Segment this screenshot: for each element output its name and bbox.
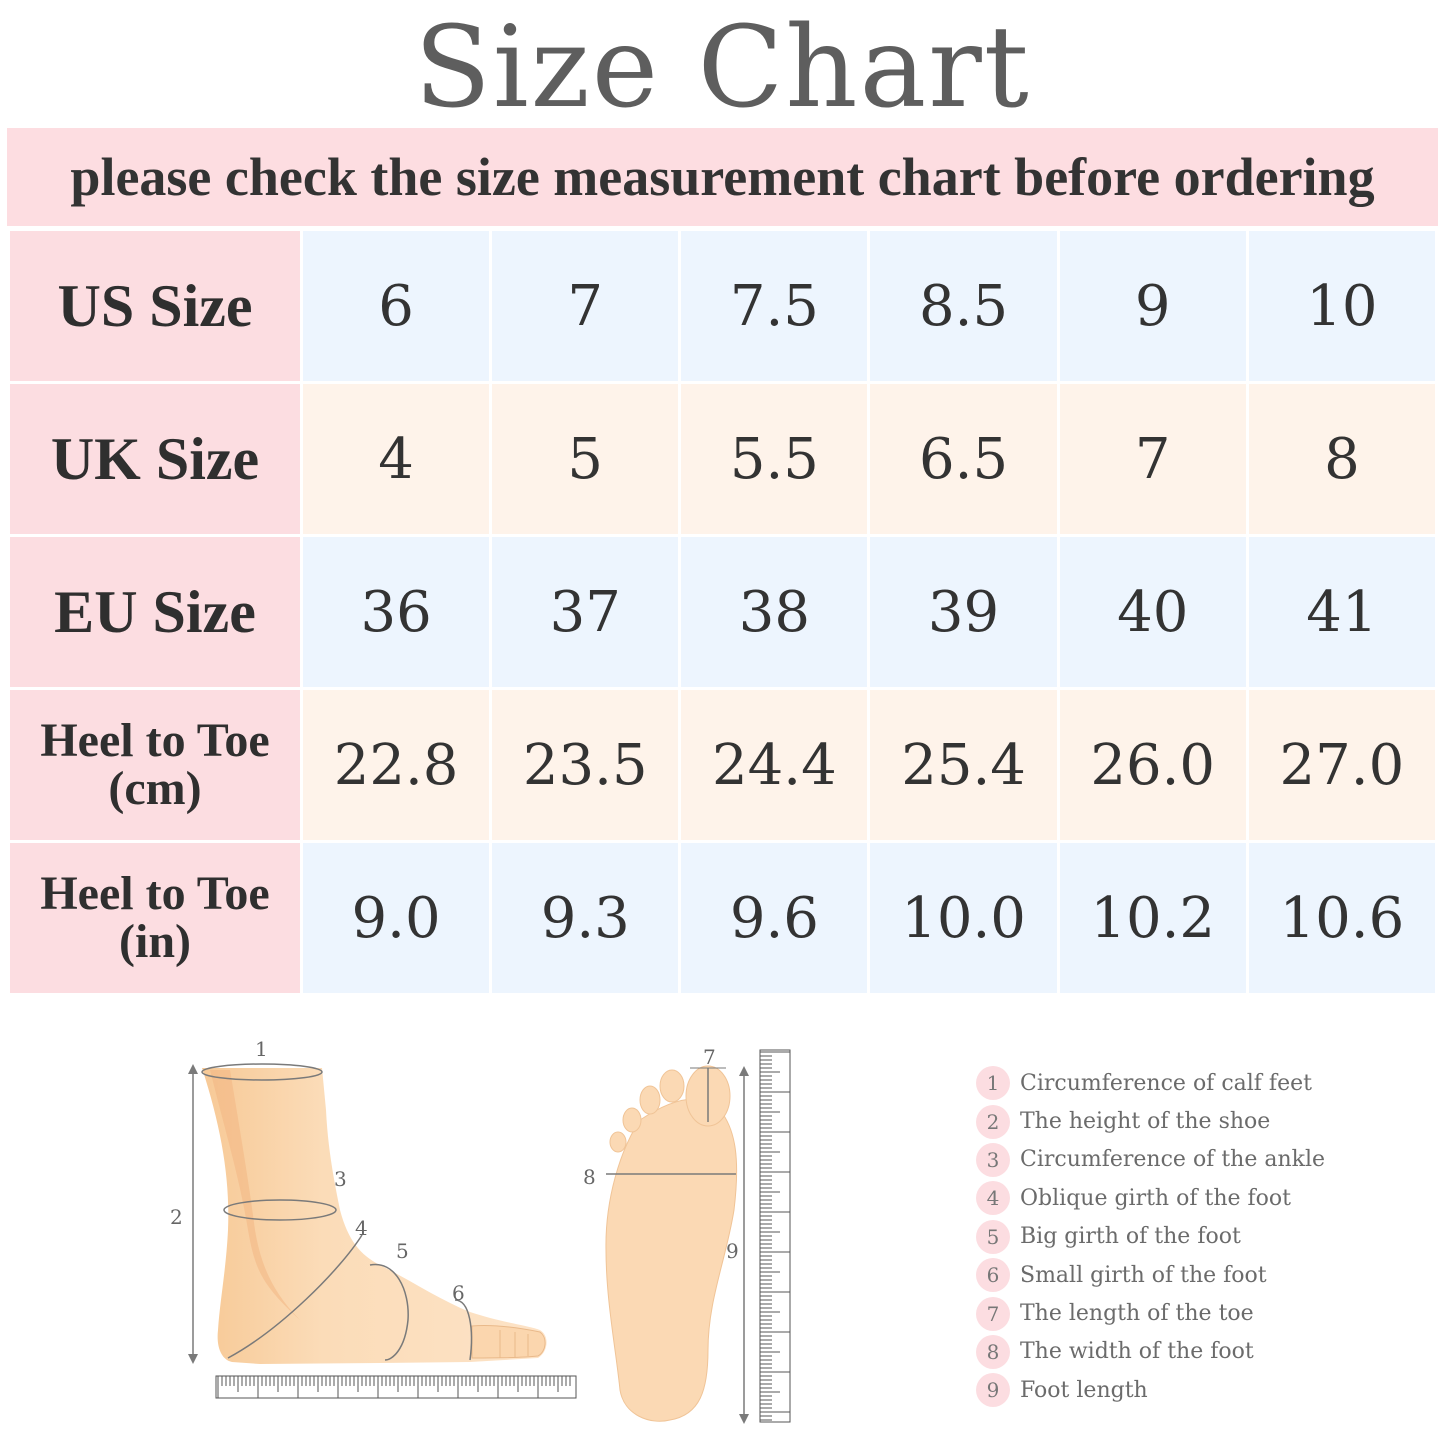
- diagram-number-9: 9: [726, 1239, 739, 1263]
- size-cell: 5: [492, 384, 679, 534]
- size-cell: 38: [681, 537, 868, 687]
- legend-label: Oblique girth of the foot: [1020, 1185, 1291, 1211]
- size-cell: 4: [303, 384, 490, 534]
- row-header: Heel to Toe (in): [10, 843, 300, 993]
- table-row: Heel to Toe (cm) 22.8 23.5 24.4 25.4 26.0 27.0: [10, 690, 1435, 840]
- legend-item: 8 The width of the foot: [976, 1333, 1436, 1371]
- legend-item: 6 Small girth of the foot: [976, 1256, 1436, 1294]
- size-cell: 10.2: [1059, 843, 1246, 993]
- table-row: Heel to Toe (in) 9.0 9.3 9.6 10.0 10.2 10.6: [10, 843, 1435, 993]
- size-cell: 23.5: [492, 690, 679, 840]
- size-cell: 39: [870, 537, 1057, 687]
- size-cell: 10.6: [1248, 843, 1435, 993]
- legend-number-badge: 8: [976, 1334, 1010, 1369]
- legend-item: 5 Big girth of the foot: [976, 1218, 1436, 1256]
- size-cell: 27.0: [1248, 690, 1435, 840]
- legend-item: 4 Oblique girth of the foot: [976, 1179, 1436, 1217]
- size-cell: 9.6: [681, 843, 868, 993]
- legend-number-badge: 4: [976, 1181, 1010, 1216]
- size-cell: 10.0: [870, 843, 1057, 993]
- table-row: EU Size 36 37 38 39 40 41: [10, 537, 1435, 687]
- diagram-number-3: 3: [334, 1167, 347, 1191]
- size-cell: 7.5: [681, 231, 868, 381]
- size-cell: 9: [1059, 231, 1246, 381]
- size-cell: 26.0: [1059, 690, 1246, 840]
- legend-item: 2 The height of the shoe: [976, 1102, 1436, 1140]
- size-cell: 9.0: [303, 843, 490, 993]
- row-header-line: (cm): [108, 762, 202, 815]
- diagram-number-7: 7: [703, 1045, 716, 1069]
- subtitle-text: please check the size measurement chart …: [70, 147, 1375, 207]
- legend-item: 7 The length of the toe: [976, 1294, 1436, 1332]
- legend-label: Foot length: [1020, 1377, 1148, 1403]
- legend-number-badge: 7: [976, 1296, 1010, 1331]
- size-cell: 5.5: [681, 384, 868, 534]
- sole-foot-icon: [605, 1049, 791, 1424]
- row-header-line: EU Size: [54, 579, 256, 645]
- foot-measurement-illustration: 1 2 3 4 5 6 7 8 9: [170, 1037, 791, 1424]
- legend-label: The length of the toe: [1020, 1301, 1254, 1327]
- legend-label: Circumference of the ankle: [1020, 1147, 1326, 1173]
- size-cell: 36: [303, 537, 490, 687]
- size-cell: 22.8: [303, 690, 490, 840]
- legend-number-badge: 9: [976, 1373, 1010, 1408]
- size-cell: 41: [1248, 537, 1435, 687]
- legend-item: 1 Circumference of calf feet: [976, 1064, 1436, 1102]
- legend-number-badge: 3: [976, 1142, 1010, 1177]
- size-cell: 25.4: [870, 690, 1057, 840]
- size-cell: 6.5: [870, 384, 1057, 534]
- diagram-number-5: 5: [396, 1239, 409, 1263]
- side-foot-icon: [188, 1063, 577, 1399]
- row-header-line: US Size: [57, 273, 253, 339]
- row-header: Heel to Toe (cm): [10, 690, 300, 840]
- legend-label: Big girth of the foot: [1020, 1224, 1241, 1250]
- legend-label: Small girth of the foot: [1020, 1262, 1267, 1288]
- diagram-number-8: 8: [583, 1165, 596, 1189]
- row-header: US Size: [10, 231, 300, 381]
- legend-number-badge: 6: [976, 1258, 1010, 1293]
- legend-label: Circumference of calf feet: [1020, 1070, 1312, 1096]
- legend-label: The width of the foot: [1020, 1339, 1254, 1365]
- page-title: Size Chart: [414, 3, 1031, 133]
- subtitle-banner: please check the size measurement chart …: [7, 128, 1438, 226]
- size-cell: 7: [492, 231, 679, 381]
- size-cell: 10: [1248, 231, 1435, 381]
- size-cell: 7: [1059, 384, 1246, 534]
- size-cell: 8.5: [870, 231, 1057, 381]
- legend-number-badge: 1: [976, 1066, 1010, 1101]
- legend-item: 9 Foot length: [976, 1371, 1436, 1409]
- legend-number-badge: 5: [976, 1219, 1010, 1254]
- diagram-number-6: 6: [452, 1281, 465, 1305]
- row-header-line: UK Size: [50, 426, 260, 492]
- size-cell: 9.3: [492, 843, 679, 993]
- row-header: EU Size: [10, 537, 300, 687]
- size-cell: 24.4: [681, 690, 868, 840]
- measurement-legend: 1 Circumference of calf feet 2 The height o…: [976, 1064, 1436, 1410]
- size-cell: 37: [492, 537, 679, 687]
- row-header-line: Heel to Toe: [40, 867, 270, 920]
- table-row: US Size 6 7 7.5 8.5 9 10: [10, 231, 1435, 381]
- legend-item: 3 Circumference of the ankle: [976, 1141, 1436, 1179]
- diagram-number-2: 2: [170, 1205, 183, 1229]
- diagram-number-1: 1: [255, 1037, 268, 1061]
- row-header: UK Size: [10, 384, 300, 534]
- legend-label: The height of the shoe: [1020, 1109, 1271, 1135]
- size-cell: 6: [303, 231, 490, 381]
- table-row: UK Size 4 5 5.5 6.5 7 8: [10, 384, 1435, 534]
- row-header-line: (in): [119, 915, 191, 968]
- legend-number-badge: 2: [976, 1104, 1010, 1139]
- size-cell: 8: [1248, 384, 1435, 534]
- diagram-number-4: 4: [355, 1216, 368, 1240]
- size-table: US Size 6 7 7.5 8.5 9 10 UK Size 4 5 5.5 6.5 7 8 EU Si…: [7, 228, 1438, 996]
- size-cell: 40: [1059, 537, 1246, 687]
- row-header-line: Heel to Toe: [40, 714, 270, 767]
